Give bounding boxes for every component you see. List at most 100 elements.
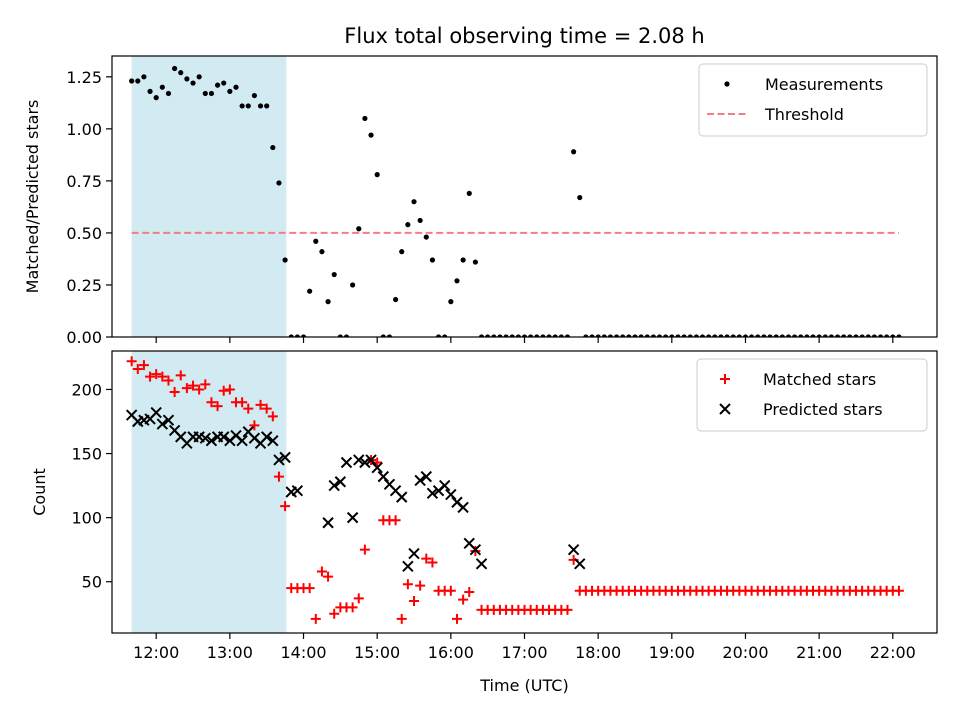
top-series0-point-25 bbox=[282, 257, 288, 263]
top-series0-point-68 bbox=[546, 334, 552, 337]
top-series0-point-1 bbox=[135, 78, 141, 84]
top-series0-point-110 bbox=[804, 334, 810, 337]
top-series0-point-12 bbox=[202, 90, 208, 97]
bottom-series0-point-37 bbox=[353, 593, 364, 604]
bottom-series1-point-35 bbox=[365, 454, 377, 466]
top-series0-point-63 bbox=[515, 334, 521, 337]
bottom-series0-point-30 bbox=[310, 613, 321, 624]
top-series0-point-21 bbox=[257, 103, 264, 109]
bottom-series0-point-45 bbox=[402, 579, 413, 590]
bottom-series1-point-43 bbox=[414, 474, 426, 487]
bottom-series0-point-29 bbox=[304, 583, 315, 594]
top-series0-point-116 bbox=[841, 334, 847, 337]
bottom-series0-point-19 bbox=[243, 403, 254, 414]
bottom-series0-point-53 bbox=[451, 613, 462, 624]
top-series0-point-92 bbox=[693, 334, 699, 337]
top-ytick-label-3: 0.75 bbox=[66, 172, 102, 191]
top-ylabel: Matched/Predicted stars bbox=[23, 100, 42, 294]
bottom-series0-point-32 bbox=[323, 571, 334, 582]
top-series0-point-90 bbox=[681, 334, 687, 337]
bottom-series1-point-31 bbox=[340, 456, 353, 469]
bottom-series1-point-42 bbox=[408, 547, 420, 560]
top-observing-interval bbox=[131, 56, 287, 337]
top-series0-point-10 bbox=[190, 80, 196, 86]
bottom-series0-point-125 bbox=[893, 585, 904, 596]
xtick-label-9: 21:00 bbox=[796, 643, 842, 662]
top-series0-point-103 bbox=[761, 334, 767, 337]
top-series0-point-115 bbox=[834, 334, 841, 337]
top-series0-point-29 bbox=[307, 288, 313, 294]
bottom-series0-point-43 bbox=[390, 515, 401, 526]
top-series0-point-14 bbox=[214, 82, 221, 88]
top-series0-point-38 bbox=[362, 115, 368, 122]
top-series0-point-58 bbox=[485, 334, 491, 337]
top-series0-point-6 bbox=[165, 90, 172, 97]
top-series0-point-19 bbox=[245, 103, 251, 109]
top-series0-point-85 bbox=[650, 334, 657, 337]
top-ytick-label-5: 1.25 bbox=[66, 68, 102, 87]
top-series0-point-35 bbox=[343, 334, 350, 337]
bottom-series1-point-45 bbox=[426, 487, 439, 499]
top-series0-point-75 bbox=[589, 334, 595, 337]
top-series0-point-27 bbox=[294, 334, 300, 337]
top-series0-point-26 bbox=[288, 334, 294, 337]
top-series0-point-45 bbox=[405, 222, 411, 228]
top-series0-point-28 bbox=[300, 334, 307, 337]
top-series0-point-50 bbox=[435, 334, 442, 337]
top-series0-point-3 bbox=[147, 88, 153, 94]
top-series0-point-113 bbox=[822, 334, 828, 337]
bottom-series0-point-22 bbox=[261, 403, 272, 414]
top-series0-point-112 bbox=[816, 334, 822, 337]
top-series0-point-69 bbox=[552, 334, 558, 337]
top-series0-point-42 bbox=[386, 334, 393, 337]
bottom-series1-point-28 bbox=[322, 517, 334, 529]
bottom-series0-point-55 bbox=[464, 586, 475, 597]
bottom-series1-point-40 bbox=[396, 491, 408, 503]
bottom-legend-marker-1 bbox=[719, 403, 731, 415]
bottom-series1-point-34 bbox=[359, 456, 371, 469]
top-series0-point-120 bbox=[865, 334, 871, 337]
xtick-label-10: 22:00 bbox=[870, 643, 916, 662]
top-series0-point-15 bbox=[221, 80, 227, 86]
bottom-series0-point-46 bbox=[409, 595, 420, 606]
top-series0-point-95 bbox=[712, 334, 718, 337]
bottom-ytick-label-2: 150 bbox=[71, 445, 102, 464]
bottom-series1-point-50 bbox=[457, 501, 469, 514]
bottom-series0-point-21 bbox=[255, 399, 266, 410]
bottom-series1-point-12 bbox=[199, 432, 212, 444]
bottom-legend-label-0: Matched stars bbox=[763, 370, 876, 389]
bottom-series0-point-38 bbox=[359, 544, 370, 555]
top-series0-point-96 bbox=[718, 334, 724, 337]
top-series0-point-65 bbox=[528, 334, 534, 337]
top-series0-point-121 bbox=[871, 334, 877, 337]
top-series0-point-46 bbox=[411, 199, 417, 205]
bottom-ytick-label-3: 200 bbox=[71, 380, 102, 399]
top-series0-point-44 bbox=[399, 249, 405, 255]
bottom-series0-point-33 bbox=[329, 608, 340, 619]
top-series0-point-74 bbox=[583, 334, 589, 337]
bottom-ytick-label-1: 100 bbox=[71, 509, 102, 528]
top-series0-point-100 bbox=[742, 334, 749, 337]
top-series0-point-7 bbox=[172, 65, 178, 72]
bottom-series1-point-6 bbox=[162, 414, 175, 426]
bottom-series0-point-1 bbox=[132, 363, 143, 374]
top-series0-point-98 bbox=[730, 334, 736, 337]
bottom-series0-point-13 bbox=[206, 397, 217, 408]
top-series0-point-23 bbox=[270, 144, 276, 151]
top-series0-point-94 bbox=[706, 334, 712, 337]
bottom-series0-point-18 bbox=[237, 397, 248, 408]
top-series0-point-62 bbox=[509, 334, 515, 337]
top-series0-point-78 bbox=[607, 334, 614, 337]
bottom-legend-marker-0 bbox=[720, 374, 730, 384]
bottom-series0-point-49 bbox=[427, 557, 438, 568]
top-series0-point-47 bbox=[417, 217, 423, 224]
top-series0-point-5 bbox=[159, 84, 165, 90]
bottom-series1-point-37 bbox=[377, 470, 390, 483]
top-series0-point-91 bbox=[687, 334, 693, 337]
bottom-series1-point-52 bbox=[469, 543, 482, 556]
bottom-series0-point-2 bbox=[138, 360, 149, 371]
bottom-series0-point-20 bbox=[249, 420, 260, 431]
top-legend-label-0: Measurements bbox=[765, 75, 883, 94]
bottom-series1-point-29 bbox=[328, 479, 340, 492]
bottom-series0-point-48 bbox=[421, 553, 432, 564]
